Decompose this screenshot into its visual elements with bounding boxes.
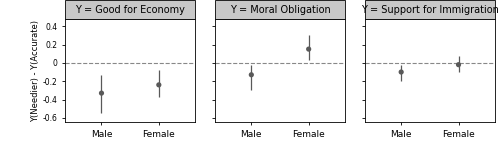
Point	[155, 84, 163, 86]
FancyBboxPatch shape	[65, 0, 196, 19]
Text: Y = Moral Obligation: Y = Moral Obligation	[230, 5, 330, 14]
Point	[248, 73, 256, 76]
Point	[304, 48, 312, 50]
Point	[454, 63, 462, 66]
Text: Y = Support for Immigration: Y = Support for Immigration	[361, 5, 499, 14]
Point	[98, 92, 106, 94]
Text: Y = Good for Economy: Y = Good for Economy	[75, 5, 185, 14]
Point	[397, 71, 405, 73]
Y-axis label: Y(Needier) - Y(Accurate): Y(Needier) - Y(Accurate)	[30, 20, 40, 122]
FancyBboxPatch shape	[215, 0, 345, 19]
FancyBboxPatch shape	[364, 0, 495, 19]
